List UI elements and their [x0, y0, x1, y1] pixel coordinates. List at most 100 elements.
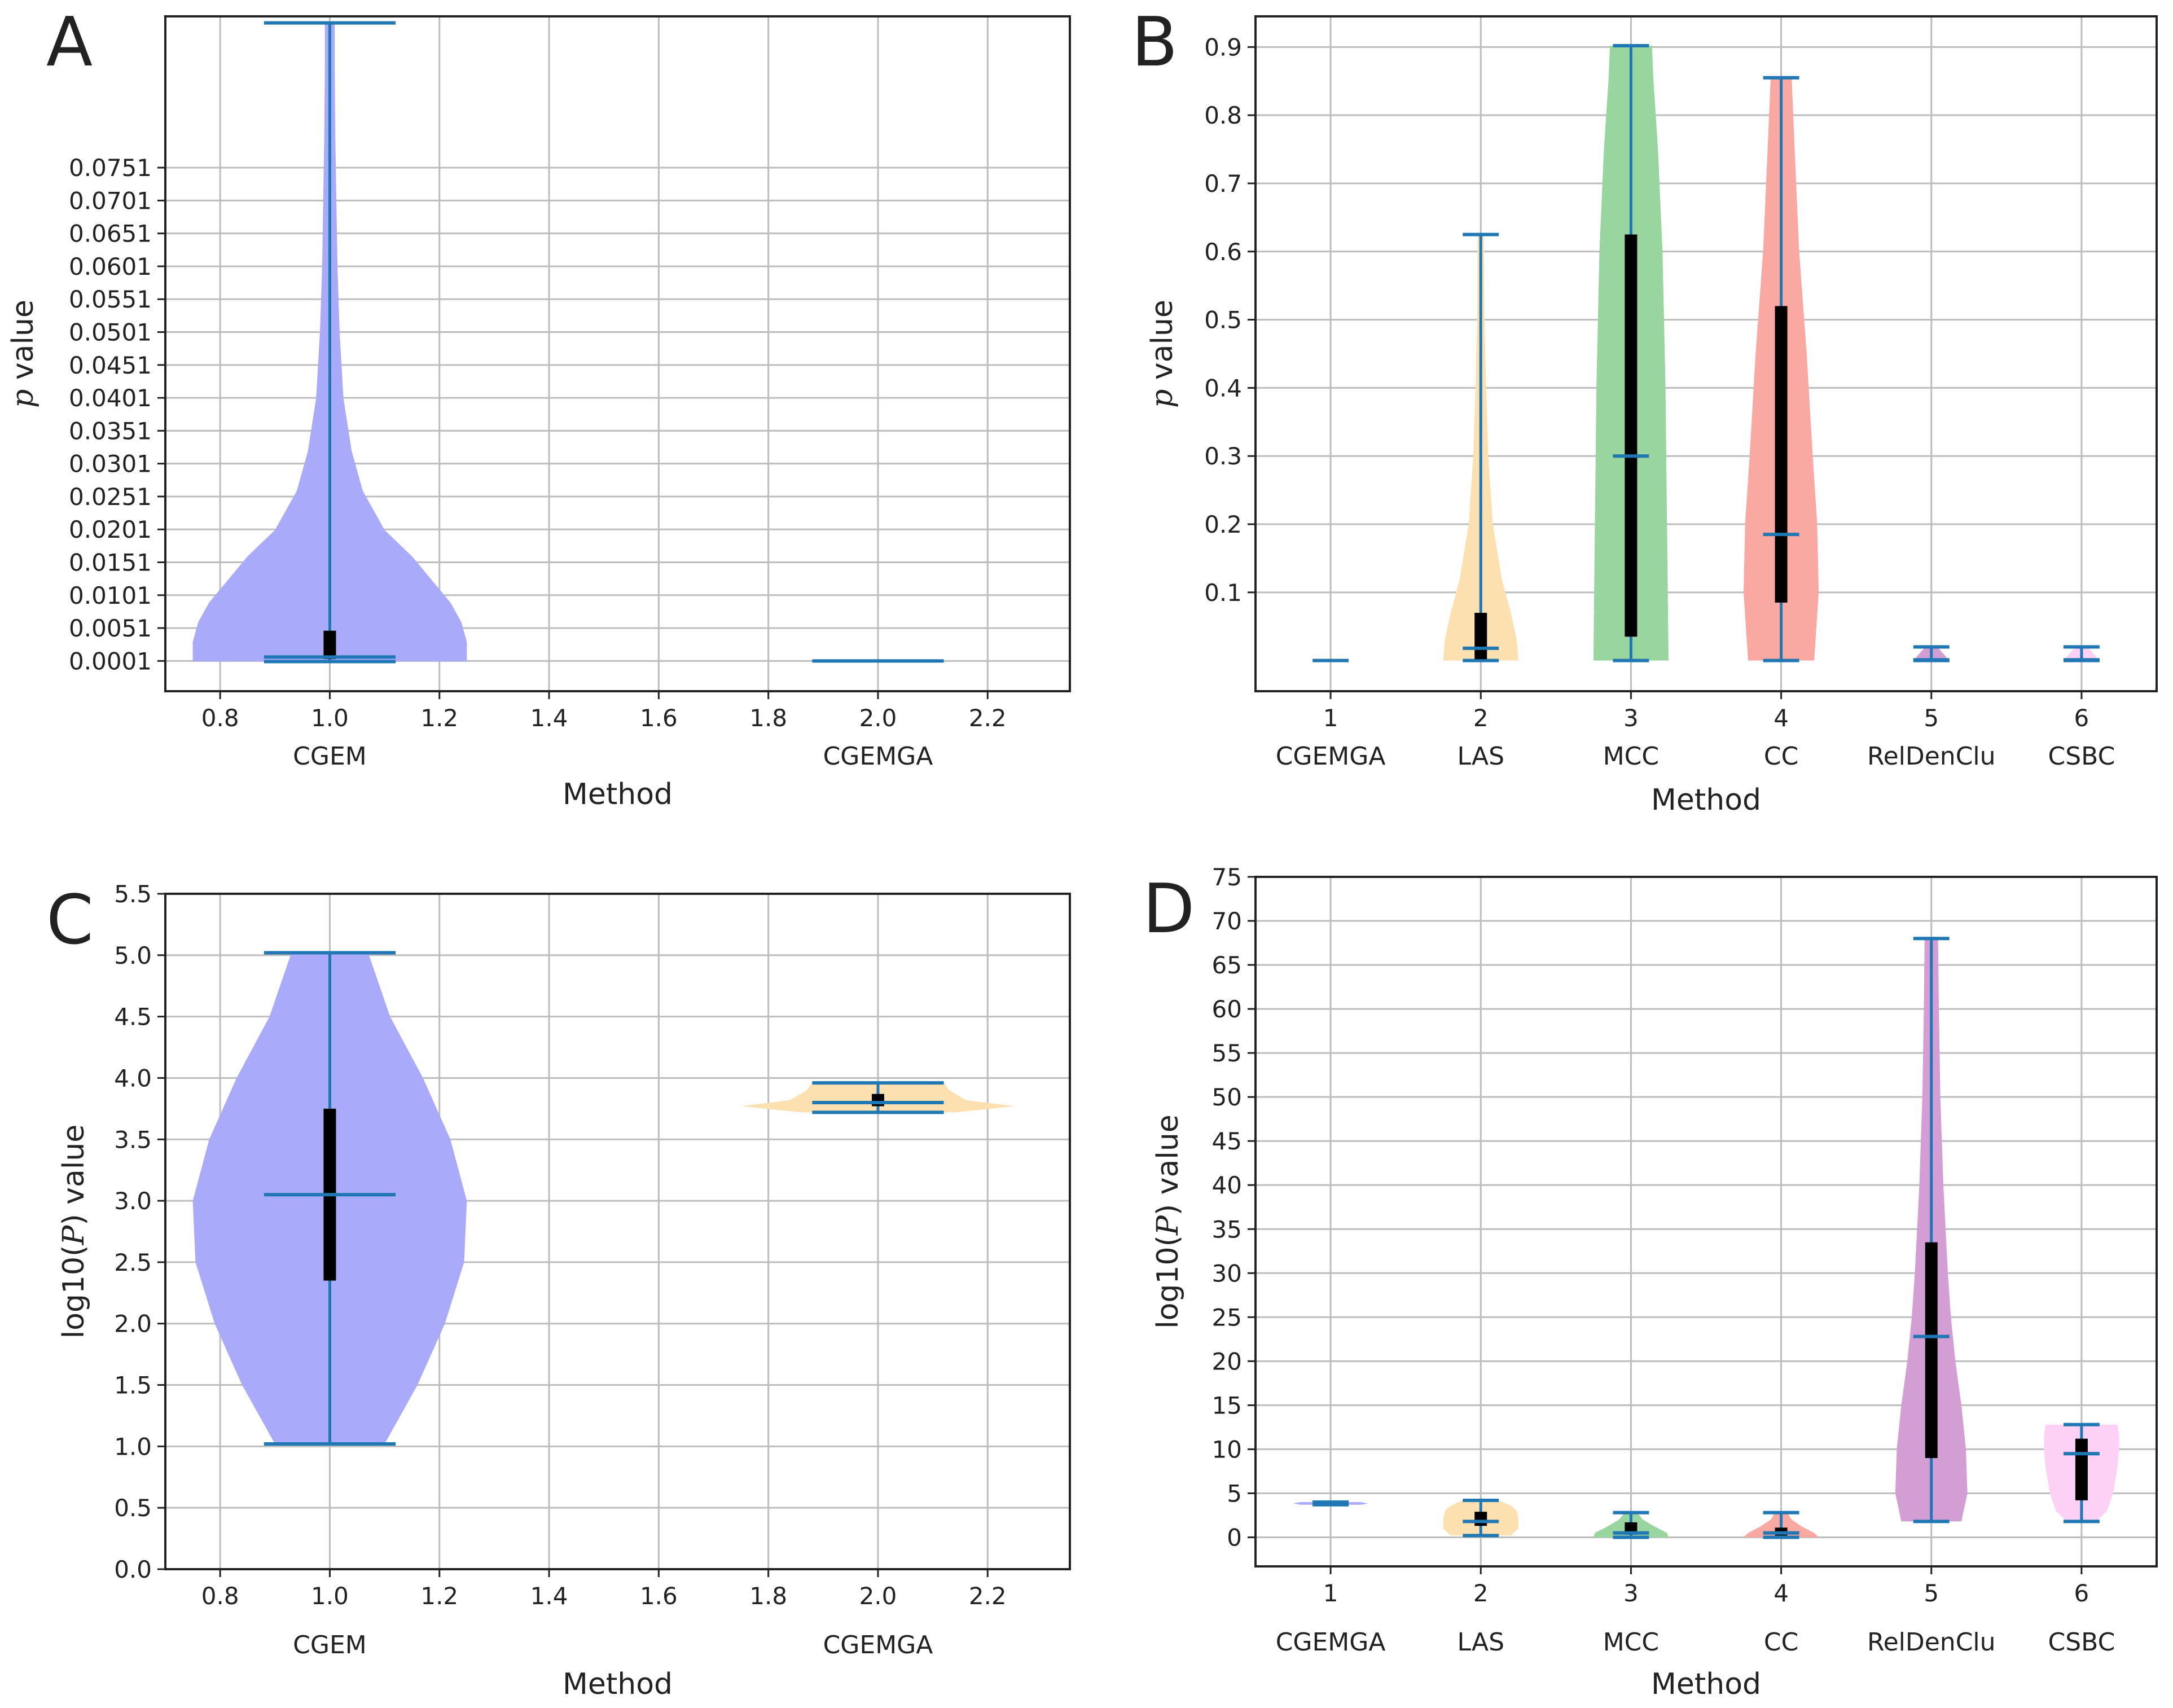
- y-tick-label: 0.8: [1204, 102, 1242, 129]
- y-tick-label: 3.0: [114, 1187, 152, 1215]
- y-tick-label: 75: [1212, 863, 1242, 891]
- y-tick-label: 0.0351: [69, 417, 152, 445]
- category-label-cc: CC: [1764, 742, 1798, 771]
- x-tick-label: 2.2: [969, 1582, 1007, 1610]
- x-tick-label: 3: [1623, 1579, 1639, 1607]
- y-tick-label: 2.0: [114, 1310, 152, 1338]
- category-label-cgemga: CGEMGA: [823, 742, 933, 771]
- y-tick-label: 30: [1212, 1259, 1242, 1287]
- x-axis-label: Method: [1651, 783, 1761, 817]
- y-axis-label: log10(P) value: [57, 1125, 91, 1339]
- category-label-csbc: CSBC: [2048, 742, 2115, 771]
- x-tick-label: 4: [1773, 1579, 1789, 1607]
- x-tick-label: 2.2: [969, 704, 1007, 732]
- panel-d: 1 2 3 4 5 6051015202530354045505560657075CGEM…: [1143, 863, 2158, 1701]
- category-label-cc: CC: [1764, 1628, 1798, 1657]
- x-tick-label: 1.4: [530, 1582, 568, 1610]
- y-tick-label: 0.0701: [69, 187, 152, 214]
- y-tick-label: 0.0551: [69, 286, 152, 313]
- category-label-cgemga: CGEMGA: [1276, 742, 1386, 771]
- y-tick-label: 40: [1212, 1171, 1242, 1199]
- x-axis-label: Method: [1651, 1667, 1761, 1701]
- violin-iqr-box-cc: [1775, 306, 1788, 603]
- category-label-cgem: CGEM: [293, 1631, 367, 1659]
- y-tick-label: 10: [1212, 1435, 1242, 1463]
- violin-iqr-box-mcc: [1625, 234, 1638, 637]
- y-axis-label-italic: p: [6, 389, 40, 408]
- y-tick-label: 5: [1227, 1479, 1242, 1507]
- x-tick-label: 1: [1323, 1579, 1338, 1607]
- y-tick-label: 25: [1212, 1303, 1242, 1331]
- x-tick-label: 1.0: [311, 704, 349, 732]
- y-tick-label: 0.2: [1204, 511, 1242, 538]
- y-tick-label: 0.0201: [69, 516, 152, 543]
- x-tick-label: 1.0: [311, 1582, 349, 1610]
- axes-frame: [1254, 876, 2158, 1568]
- violin-iqr-box-reldenclu: [1925, 1242, 1938, 1459]
- category-label-cgemga: CGEMGA: [823, 1631, 933, 1659]
- violin-iqr-box-las: [1474, 1512, 1487, 1526]
- category-label-cgemga: CGEMGA: [1276, 1628, 1386, 1657]
- y-tick-label: 65: [1212, 951, 1242, 979]
- y-axis-label-part: value: [1145, 300, 1179, 389]
- y-tick-label: 35: [1212, 1215, 1242, 1243]
- y-tick-label: 0.0: [114, 1556, 152, 1583]
- x-tick-label: 4: [1773, 704, 1789, 732]
- axes-frame: [164, 15, 1071, 692]
- y-tick-label: 0.5: [114, 1494, 152, 1522]
- x-tick-label: 5: [1924, 1579, 1939, 1607]
- x-tick-label: 6: [2074, 704, 2089, 732]
- y-tick-label: 1.0: [114, 1433, 152, 1460]
- y-tick-label: 0.5: [1204, 306, 1242, 334]
- category-label-mcc: MCC: [1603, 742, 1659, 771]
- y-axis-label-part: ) value: [1151, 1114, 1185, 1215]
- y-tick-label: 0.0651: [69, 220, 152, 248]
- axes-frame: [164, 893, 1071, 1570]
- y-tick-label: 0: [1227, 1523, 1242, 1551]
- y-tick-label: 3.5: [114, 1126, 152, 1153]
- y-tick-label: 0.0101: [69, 582, 152, 609]
- y-axis-label-part: log10(: [57, 1245, 91, 1339]
- x-tick-label: 1.8: [749, 704, 787, 732]
- y-axis-label-italic: p: [1145, 389, 1179, 408]
- y-tick-label: 0.0251: [69, 483, 152, 511]
- category-label-csbc: CSBC: [2048, 1628, 2115, 1657]
- x-tick-label: 2.0: [859, 1582, 897, 1610]
- y-tick-label: 0.7: [1204, 170, 1242, 197]
- x-tick-label: 6: [2074, 1579, 2089, 1607]
- x-tick-label: 1.2: [420, 1582, 458, 1610]
- y-tick-label: 4.5: [114, 1003, 152, 1031]
- y-axis-label-italic: P: [1151, 1215, 1185, 1236]
- x-tick-label: 2: [1473, 1579, 1489, 1607]
- y-tick-label: 0.0601: [69, 253, 152, 280]
- x-tick-label: 1.2: [420, 704, 458, 732]
- violin-iqr-box-cgemga: [871, 1094, 884, 1107]
- axes-frame: [1254, 15, 2158, 692]
- y-tick-label: 0.0451: [69, 352, 152, 379]
- panel-b: 1 2 3 4 5 6 0.1 0.2 0.3 0.4 0.5 0.6 0.7 0.8 0.9 CGEMGA L…: [1131, 3, 2158, 817]
- violin-iqr-box-cgem: [323, 630, 336, 659]
- x-tick-label: 1.4: [530, 704, 568, 732]
- y-tick-label: 0.1: [1204, 579, 1242, 607]
- y-tick-label: 0.3: [1204, 442, 1242, 470]
- x-tick-label: 5: [1924, 704, 1939, 732]
- y-tick-label: 5.5: [114, 880, 152, 908]
- y-tick-label: 0.4: [1204, 374, 1242, 402]
- y-tick-label: 20: [1212, 1347, 1242, 1375]
- violin-iqr-box-las: [1474, 613, 1487, 660]
- y-tick-label: 1.5: [114, 1372, 152, 1399]
- panel-a: 0.8 1.0 1.2 1.4 1.6 1.8 2.0 2.2 0.0001 0.0051 0.01…: [6, 3, 1071, 811]
- x-tick-label: 1.6: [640, 1582, 678, 1610]
- y-axis-label-part: log10(: [1151, 1235, 1185, 1329]
- y-axis-label-italic: P: [57, 1225, 91, 1246]
- y-tick-label: 45: [1212, 1127, 1242, 1155]
- y-axis-label-part: ) value: [57, 1125, 91, 1226]
- x-tick-label: 0.8: [201, 1582, 239, 1610]
- y-tick-label: 0.6: [1204, 238, 1242, 266]
- y-tick-label: 5.0: [114, 942, 152, 969]
- y-tick-label: 4.0: [114, 1064, 152, 1092]
- y-tick-label: 0.0001: [69, 647, 152, 675]
- y-axis-label: log10(P) value: [1151, 1114, 1185, 1329]
- y-tick-label: 0.0751: [69, 154, 152, 182]
- x-tick-label: 2.0: [859, 704, 897, 732]
